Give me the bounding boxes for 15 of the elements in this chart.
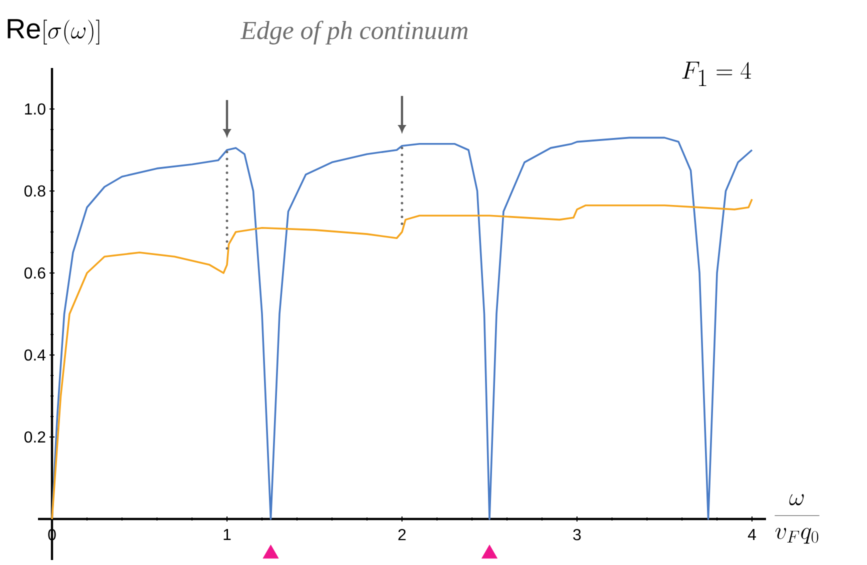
x-tick-label: 3 [573,529,581,540]
y-tick-label: 0.6 [24,267,46,279]
annotation: $F_1 = 4$ [682,62,752,86]
x-tick-label: 1 [224,529,231,540]
x-axis-title: $\frac{\omega}{v_F q_0}$ [774,494,820,544]
y-axis-title: $\mathrm{Re}[\sigma(\omega)]$ [8,19,100,44]
x-tick-label: 4 [748,529,756,540]
y-tick-label: 0.8 [24,185,46,197]
chart-title: Edge of ph continuum [240,20,468,44]
x-tick-label: 2 [398,529,406,540]
y-tick-label: 0.4 [24,349,46,361]
y-tick-label: 0.2 [24,431,46,443]
y-tick-label: 1.0 [25,103,46,115]
line-series [51,198,753,520]
line-series [51,136,753,520]
